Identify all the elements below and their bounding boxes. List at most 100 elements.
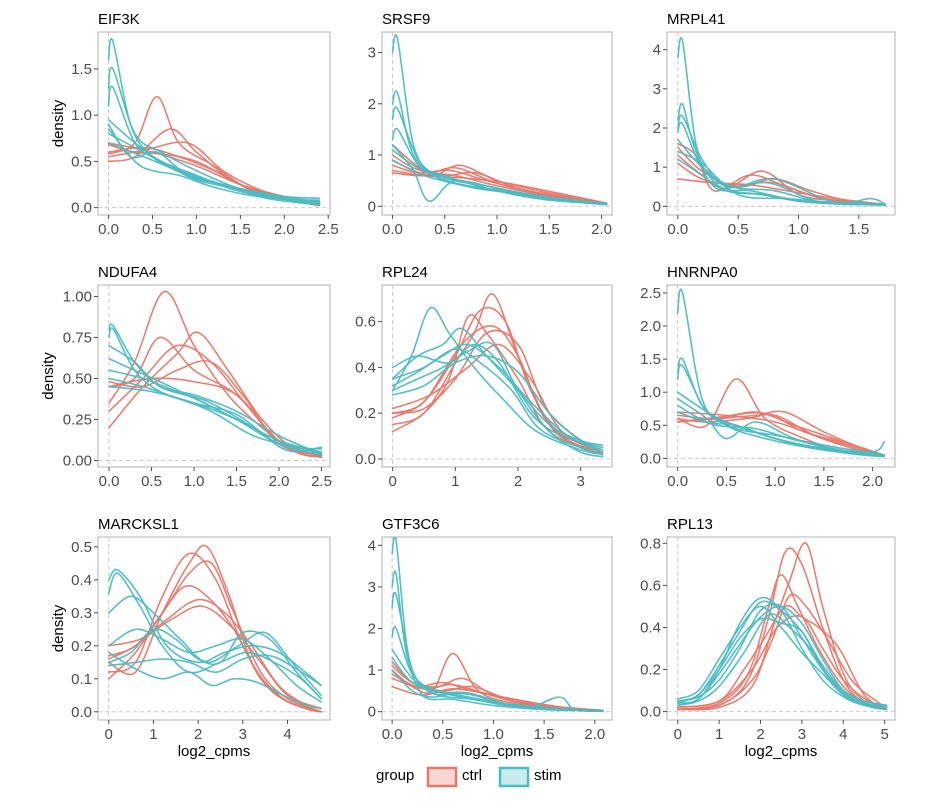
facet-panel: EIF3K 0.0 0.5 1.0 1.5 2.0 2.5 0.0 0.5 1.0 1.5 densi… — [50, 11, 339, 238]
density-curve-stim — [107, 142, 321, 206]
y-tick-label: 0.5 — [71, 153, 92, 170]
y-tick-label: 1.00 — [63, 288, 92, 305]
y-tick-label: 3 — [368, 579, 376, 596]
x-tick-label: 1.0 — [765, 473, 786, 490]
x-tick-label: 2.0 — [584, 726, 605, 743]
density-curve-stim — [676, 613, 888, 711]
y-tick-label: 0.4 — [355, 359, 376, 376]
y-tick-label: 0.2 — [355, 405, 376, 422]
density-curve-stim — [677, 121, 887, 206]
legend-key-stim — [498, 766, 530, 788]
density-curve-stim — [108, 369, 323, 453]
x-tick-label: 1.5 — [813, 473, 834, 490]
y-tick-label: 0.2 — [640, 662, 661, 679]
x-tick-label: 1.0 — [483, 726, 504, 743]
density-curve-stim — [677, 158, 887, 206]
facet-title: EIF3K — [98, 11, 140, 28]
density-curve-stim — [107, 654, 322, 687]
panel-border — [666, 536, 896, 721]
y-tick-label: 0.75 — [63, 329, 92, 346]
x-tick-label: 1.0 — [184, 473, 205, 490]
facet-panels: EIF3K 0.0 0.5 1.0 1.5 2.0 2.5 0.0 0.5 1.0 1.5 densi… — [40, 11, 896, 760]
panel-border — [381, 31, 613, 216]
legend-title: group — [376, 767, 414, 784]
y-tick-label: 1.5 — [71, 61, 92, 78]
density-curve-stim — [676, 411, 886, 457]
facet-title: RPL24 — [382, 264, 428, 281]
density-curve-stim — [108, 385, 323, 454]
y-tick-label: 0.4 — [71, 572, 92, 589]
y-tick-label: 3 — [368, 45, 376, 62]
y-axis-label: density — [50, 604, 67, 652]
x-tick-label: 0.0 — [667, 473, 688, 490]
density-curve-stim — [391, 348, 604, 456]
y-tick-label: 0.0 — [71, 704, 92, 721]
density-curve-stim — [108, 344, 323, 455]
x-tick-label: 0.5 — [716, 473, 737, 490]
y-tick-label: 1 — [368, 147, 376, 164]
facet-panel: RPL24 0 1 2 3 0.0 0.2 0.4 0.6 — [355, 264, 613, 490]
y-tick-label: 1 — [653, 159, 661, 176]
facet-panel: SRSF9 0.0 0.5 1.0 1.5 2.0 0 1 2 3 — [368, 11, 613, 238]
y-tick-label: 0.1 — [71, 671, 92, 688]
x-axis-label: log2_cpms — [178, 743, 251, 760]
density-curve-stim — [107, 568, 322, 687]
facet-title: SRSF9 — [382, 11, 430, 28]
y-tick-label: 2.0 — [640, 318, 661, 335]
x-tick-label: 0.0 — [382, 726, 403, 743]
density-curve-stim — [107, 651, 322, 710]
x-axis-label: log2_cpms — [461, 743, 534, 760]
x-tick-label: 0 — [388, 473, 396, 490]
facet-panel: NDUFA4 0.0 0.5 1.0 1.5 2.0 2.5 0.00 0.25 0.50 0.75… — [40, 264, 332, 490]
x-tick-label: 1.5 — [539, 221, 560, 238]
facet-title: RPL13 — [667, 516, 713, 533]
density-curve-stim — [391, 343, 604, 449]
density-curve-stim — [676, 398, 886, 456]
x-tick-label: 2.5 — [311, 473, 332, 490]
y-tick-label: 0.00 — [63, 452, 92, 469]
density-curve-stim — [107, 628, 322, 700]
x-tick-label: 2.0 — [269, 473, 290, 490]
x-axis-label: log2_cpms — [745, 743, 818, 760]
facet-panel: HNRNPA0 0.0 0.5 1.0 1.5 2.0 0.0 0.5 1.0 1.5 2.0 2.5 — [640, 264, 896, 490]
x-tick-label: 0.5 — [141, 473, 162, 490]
facet-panel: MARCKSL1 0 1 2 3 4 0.0 0.1 0.2 0.3 0.4 0.5 density lo… — [50, 516, 331, 760]
x-tick-label: 5 — [880, 726, 888, 743]
legend-label-ctrl: ctrl — [462, 767, 482, 784]
x-tick-label: 1 — [149, 726, 157, 743]
density-curves — [677, 37, 887, 206]
x-tick-label: 2.5 — [318, 221, 339, 238]
x-tick-label: 0.5 — [728, 221, 749, 238]
x-tick-label: 3 — [798, 726, 806, 743]
density-curves — [676, 288, 886, 458]
density-curves — [676, 542, 888, 711]
x-tick-label: 1.5 — [848, 221, 869, 238]
density-curve-stim — [676, 603, 888, 707]
y-tick-label: 0.8 — [640, 535, 661, 552]
x-tick-label: 0 — [674, 726, 682, 743]
density-curve-stim — [391, 656, 604, 712]
y-tick-label: 2 — [653, 120, 661, 137]
density-curve-stim — [676, 617, 888, 709]
density-curve-stim — [391, 341, 604, 458]
y-tick-label: 2 — [368, 96, 376, 113]
x-tick-label: 0.0 — [98, 221, 119, 238]
density-curves — [391, 34, 608, 206]
x-tick-label: 1.5 — [230, 221, 251, 238]
legend-key-ctrl — [426, 766, 458, 788]
y-tick-label: 0 — [368, 704, 376, 721]
x-tick-label: 0.5 — [142, 221, 163, 238]
y-tick-label: 0.0 — [640, 704, 661, 721]
density-curve-stim — [107, 628, 322, 703]
density-curve-stim — [676, 596, 888, 709]
density-curve-stim — [391, 149, 608, 205]
facet-title: HNRNPA0 — [667, 264, 738, 281]
density-curves — [107, 544, 322, 713]
x-tick-label: 0.0 — [99, 473, 120, 490]
density-curve-stim — [108, 377, 323, 455]
density-curve-ctrl — [676, 593, 888, 711]
density-curve-stim — [677, 150, 887, 206]
legend-label-stim: stim — [534, 767, 562, 784]
density-curve-stim — [391, 343, 604, 453]
